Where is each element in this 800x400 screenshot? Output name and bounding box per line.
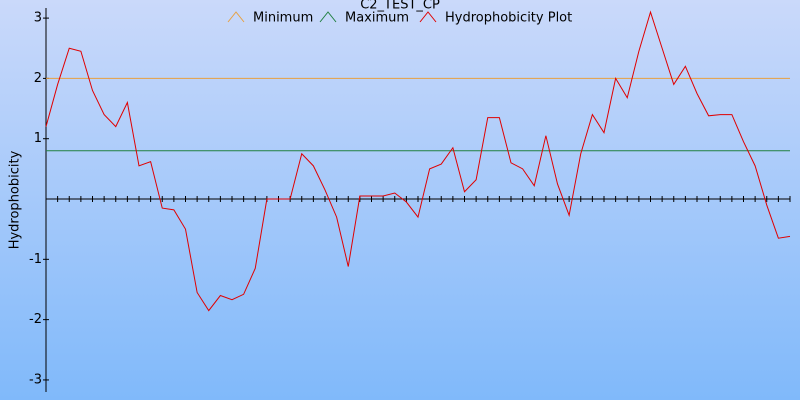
y-tick-label: -1 bbox=[29, 252, 42, 267]
y-tick-label: 1 bbox=[34, 131, 42, 146]
y-axis-label: Hydrophobicity bbox=[8, 150, 23, 249]
legend-label: Hydrophobicity Plot bbox=[445, 11, 572, 26]
legend-label: Minimum bbox=[253, 11, 313, 26]
chart-title: C2_TEST_CP bbox=[360, 0, 440, 13]
legend-label: Maximum bbox=[345, 11, 409, 26]
y-tick-label: 2 bbox=[34, 71, 42, 86]
legend-icon bbox=[319, 11, 337, 23]
legend-icon bbox=[419, 11, 437, 23]
y-tick-label: -2 bbox=[29, 312, 42, 327]
y-tick-label: -3 bbox=[29, 372, 42, 387]
y-tick-label: 3 bbox=[34, 11, 42, 26]
legend-icon bbox=[227, 11, 245, 23]
data-line bbox=[45, 10, 791, 312]
